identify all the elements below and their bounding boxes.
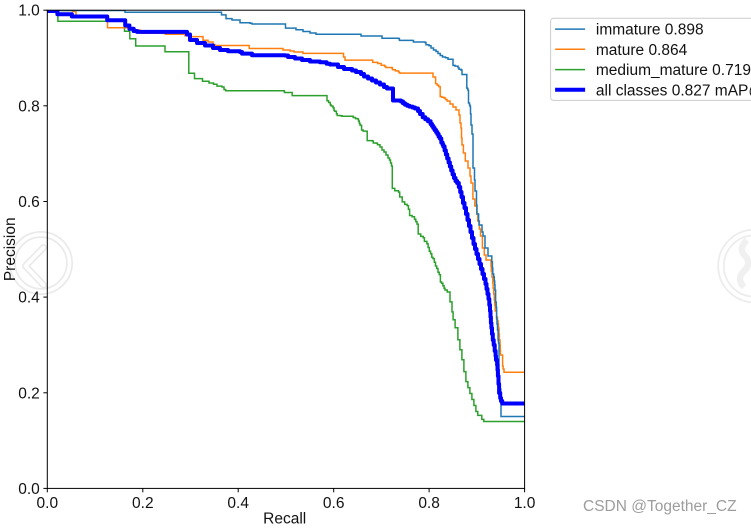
svg-text:0.8: 0.8	[418, 495, 440, 512]
svg-text:0.4: 0.4	[227, 495, 249, 512]
svg-text:all classes 0.827 mAP@0.5: all classes 0.827 mAP@0.5	[596, 82, 751, 99]
svg-text:0.2: 0.2	[18, 385, 40, 402]
svg-text:0.4: 0.4	[18, 290, 40, 307]
svg-text:1.0: 1.0	[514, 495, 536, 512]
svg-text:0.6: 0.6	[323, 495, 345, 512]
svg-text:medium_mature 0.719: medium_mature 0.719	[596, 62, 751, 79]
svg-text:CSDN @Together_CZ: CSDN @Together_CZ	[583, 498, 737, 515]
svg-text:0.6: 0.6	[18, 194, 40, 211]
svg-text:0.2: 0.2	[132, 495, 154, 512]
svg-text:0.0: 0.0	[37, 495, 59, 512]
svg-text:immature 0.898: immature 0.898	[596, 22, 704, 39]
svg-text:1.0: 1.0	[18, 3, 40, 20]
svg-text:0.8: 0.8	[18, 98, 40, 115]
svg-text:Recall: Recall	[263, 511, 306, 528]
svg-text:mature 0.864: mature 0.864	[596, 42, 688, 59]
svg-text:Precision: Precision	[2, 217, 19, 281]
svg-text:0.0: 0.0	[18, 481, 40, 498]
